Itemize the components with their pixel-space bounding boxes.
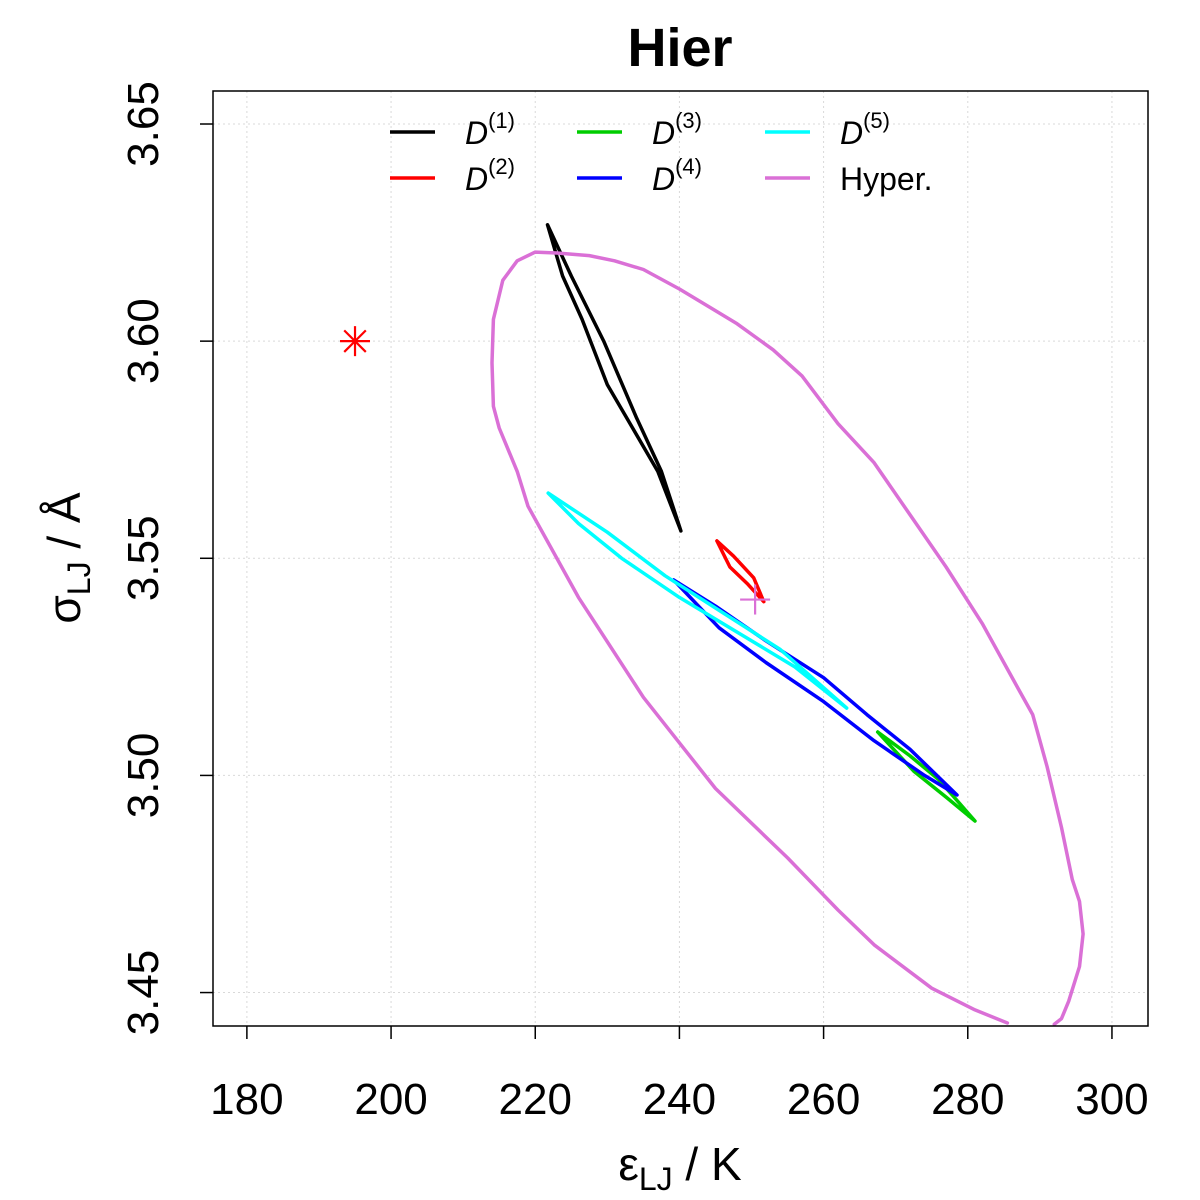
y-tick-label-1: 3.50: [119, 733, 168, 819]
legend-label-4: D(5): [840, 108, 890, 151]
legend: D(1)D(2)D(3)D(4)D(5)Hyper.: [390, 108, 932, 197]
y-axis-label-subscript: LJ: [61, 561, 97, 595]
legend-label-base: D: [465, 115, 488, 151]
legend-label-3: D(4): [652, 154, 702, 197]
series-line-5: [490, 250, 1085, 1027]
y-tick-label-4: 3.65: [119, 81, 168, 167]
x-axis-label: εLJ / K: [618, 1138, 742, 1197]
legend-label-2: D(3): [652, 108, 702, 151]
y-axis-label: σLJ / Å: [38, 492, 97, 624]
x-tick-label-0: 180: [210, 1075, 283, 1124]
legend-label-base: D: [652, 115, 675, 151]
marker-asterisk-stroke-3: [343, 329, 367, 353]
x-axis-label-subscript: LJ: [639, 1161, 673, 1197]
x-tick-label-3: 240: [643, 1075, 716, 1124]
legend-label-1: D(2): [465, 154, 515, 197]
series-line-4: [546, 491, 849, 710]
legend-label-superscript: (5): [863, 108, 890, 133]
legend-label-0: D(1): [465, 108, 515, 151]
legend-label-superscript: (1): [488, 108, 515, 133]
y-axis-label-unit: / Å: [38, 492, 90, 561]
y-tick-label-2: 3.55: [119, 515, 168, 601]
x-tick-label-2: 220: [499, 1075, 572, 1124]
x-tick-label-4: 260: [787, 1075, 860, 1124]
x-tick-label-6: 300: [1075, 1075, 1148, 1124]
y-tick-label-3: 3.60: [119, 298, 168, 384]
axes: 180 200 220 240 260 280 300 3.45 3.50 3.55 3.60 3.6…: [119, 81, 1149, 1124]
legend-label-base: D: [840, 115, 863, 151]
x-axis-label-symbol: ε: [618, 1138, 639, 1190]
series-line-2: [875, 730, 977, 823]
marker-layer: [340, 326, 771, 615]
legend-label-base: D: [652, 161, 675, 197]
legend-label-superscript: (4): [675, 154, 702, 179]
x-axis-label-unit: / K: [673, 1138, 742, 1190]
marker-asterisk: [340, 326, 371, 357]
marker-plus: [740, 584, 771, 615]
x-tick-label-5: 280: [931, 1075, 1004, 1124]
legend-label-5: Hyper.: [840, 161, 932, 197]
chart-title: Hier: [627, 18, 732, 78]
series-layer: [490, 223, 1085, 1027]
legend-label-base: D: [465, 161, 488, 197]
y-tick-label-0: 3.45: [119, 950, 168, 1036]
series-line-1: [715, 539, 766, 604]
series-line-0: [545, 223, 683, 533]
y-axis-label-symbol: σ: [38, 595, 90, 623]
x-tick-label-1: 200: [354, 1075, 427, 1124]
legend-label-superscript: (3): [675, 108, 702, 133]
legend-label-superscript: (2): [488, 154, 515, 179]
